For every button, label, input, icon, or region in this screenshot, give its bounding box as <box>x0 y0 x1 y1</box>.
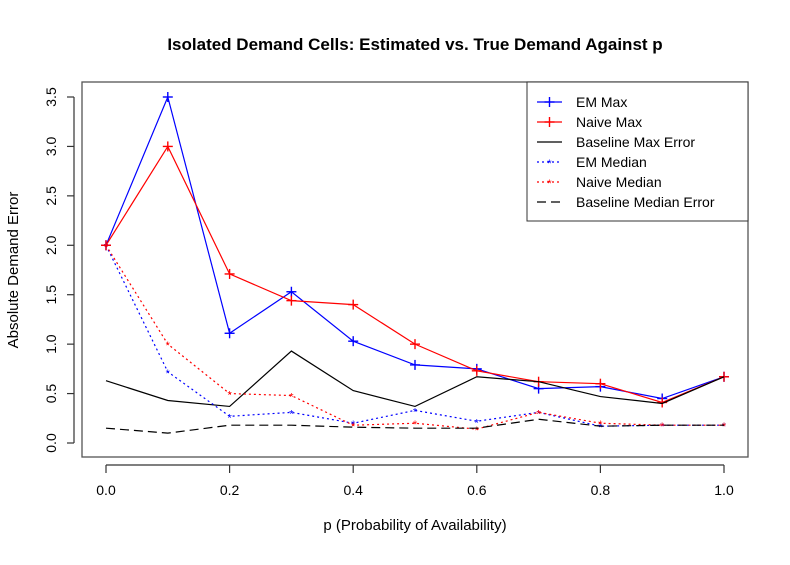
series-em-median: *** ****** * * <box>104 241 727 434</box>
legend-item-naive-max: Naive Max <box>537 114 642 130</box>
chart-title: Isolated Demand Cells: Estimated vs. Tru… <box>167 35 662 54</box>
legend-item-naive-median: * Naive Median <box>537 174 662 190</box>
legend-item-baseline-max-error: Baseline Max Error <box>537 134 695 150</box>
x-tick-label: 0.0 <box>96 482 116 498</box>
legend-item-em-median: * EM Median <box>537 154 647 170</box>
y-tick-label: 2.0 <box>43 235 59 255</box>
data-point: * <box>104 241 109 253</box>
y-tick-label: 3.5 <box>43 87 59 107</box>
data-point: * <box>598 422 603 434</box>
legend-marker: * <box>547 178 552 190</box>
data-point: * <box>227 390 232 402</box>
x-axis: 0.0 0.2 0.4 0.6 0.8 1.0 <box>96 464 734 498</box>
series-line-baseline-median-error <box>105 418 724 434</box>
x-tick-label: 0.6 <box>467 482 487 498</box>
data-point: * <box>166 368 171 380</box>
data-point: * <box>475 417 480 429</box>
data-point: * <box>289 392 294 404</box>
series-line-em-median <box>105 245 724 427</box>
data-point: * <box>413 406 418 418</box>
x-tick-label: 0.2 <box>220 482 240 498</box>
data-point: * <box>722 421 727 433</box>
x-tick-label: 0.4 <box>343 482 363 498</box>
series-baseline-median-error <box>105 418 724 434</box>
legend-marker: * <box>547 158 552 170</box>
series-naive-median: *** ** * *** * * <box>104 241 727 437</box>
data-point: * <box>660 421 665 433</box>
series-line-baseline-max-error <box>105 350 725 408</box>
data-point: * <box>536 408 541 420</box>
data-point: * <box>166 340 171 352</box>
x-tick-label: 0.8 <box>591 482 611 498</box>
data-point: * <box>227 412 232 424</box>
y-axis: 0.0 0.5 1.0 1.5 2.0 2.5 3.0 3.5 <box>43 87 75 453</box>
y-axis-label: Absolute Demand Error <box>5 192 22 349</box>
series-baseline-max-error <box>105 350 725 408</box>
x-axis-label: p (Probability of Availability) <box>323 517 506 534</box>
data-point: * <box>475 425 480 437</box>
y-tick-label: 0.0 <box>43 433 59 453</box>
series-layer: *** ****** * **** ** * *** * * <box>101 92 729 437</box>
series-line-naive-median <box>105 244 724 430</box>
data-point: * <box>598 419 603 431</box>
legend-label: Naive Median <box>576 174 662 190</box>
data-point: * <box>351 421 356 433</box>
y-tick-label: 1.0 <box>43 334 59 354</box>
data-point: * <box>660 421 665 433</box>
legend-item-baseline-median-error: Baseline Median Error <box>537 194 715 210</box>
legend-label: EM Median <box>576 154 647 170</box>
y-tick-label: 1.5 <box>43 285 59 305</box>
data-point: * <box>722 421 727 433</box>
legend-box <box>526 81 749 222</box>
x-tick-label: 1.0 <box>714 482 734 498</box>
data-point: * <box>289 408 294 420</box>
y-tick-label: 0.5 <box>43 384 59 404</box>
legend-label: Baseline Max Error <box>576 134 695 150</box>
data-point: * <box>536 408 541 420</box>
data-point: * <box>104 241 109 253</box>
y-tick-label: 3.0 <box>43 136 59 156</box>
legend-label: EM Max <box>576 94 627 110</box>
y-tick-label: 2.5 <box>43 186 59 206</box>
data-point: * <box>413 419 418 431</box>
legend-label: Naive Max <box>576 114 642 130</box>
legend-item-em-max: EM Max <box>537 94 627 110</box>
plot-frame <box>81 81 749 458</box>
legend: EM Max Naive Max Baseline Max Error * EM Med… <box>526 81 749 222</box>
legend-label: Baseline Median Error <box>576 194 715 210</box>
